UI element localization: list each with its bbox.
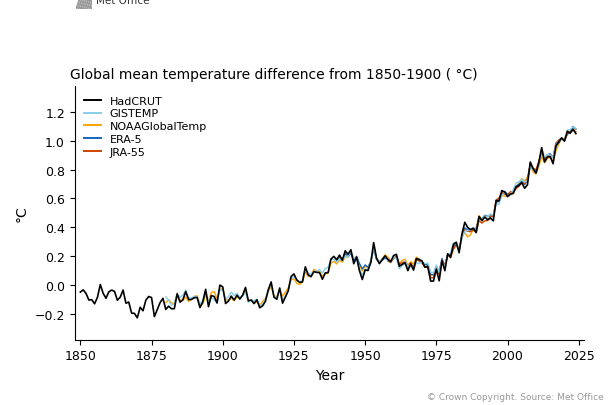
Legend: HadCRUT, GISTEMP, NOAAGlobalTemp, ERA-5, JRA-55: HadCRUT, GISTEMP, NOAAGlobalTemp, ERA-5,…	[80, 92, 212, 162]
Text: Global mean temperature difference from 1850-1900 ( °C): Global mean temperature difference from …	[70, 68, 477, 81]
Text: © Crown Copyright. Source: Met Office: © Crown Copyright. Source: Met Office	[427, 392, 604, 401]
X-axis label: Year: Year	[315, 368, 344, 382]
Text: Met Office: Met Office	[96, 0, 149, 6]
Y-axis label: °C: °C	[15, 205, 29, 222]
